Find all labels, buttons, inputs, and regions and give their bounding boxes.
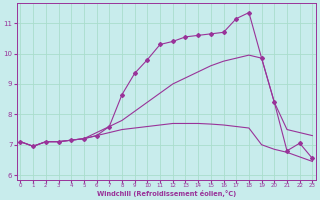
X-axis label: Windchill (Refroidissement éolien,°C): Windchill (Refroidissement éolien,°C) (97, 190, 236, 197)
